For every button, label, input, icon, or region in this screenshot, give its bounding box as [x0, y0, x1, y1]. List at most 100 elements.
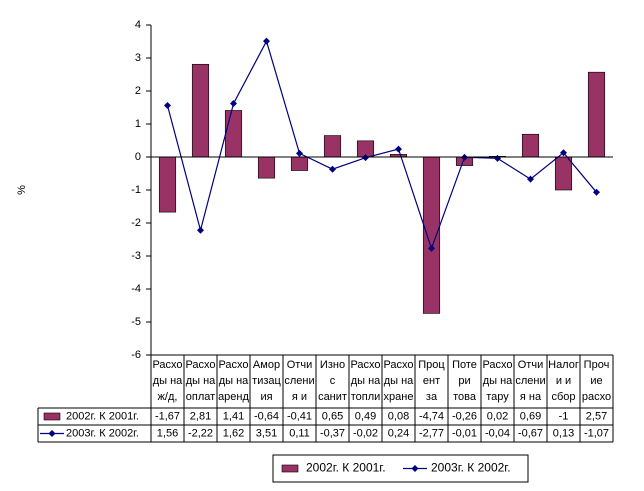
legend-label: 2003г. К 2002г.	[431, 461, 511, 475]
category-label: ды на	[483, 375, 513, 387]
bar	[224, 110, 243, 158]
y-tick-label: 1	[135, 118, 141, 130]
category-label: ж/д,	[158, 391, 178, 403]
category-label: хране	[384, 391, 414, 403]
legend-box	[272, 454, 529, 483]
bar	[521, 133, 540, 158]
marker	[527, 175, 534, 183]
category-label: слени	[284, 375, 314, 387]
table-value: -0,04	[485, 427, 510, 439]
category-label: Расхо	[383, 359, 413, 371]
marker	[494, 154, 501, 162]
category-label: с	[330, 375, 336, 387]
y-axis-label: %	[16, 185, 28, 195]
marker	[329, 165, 336, 173]
category-label: Расхо	[482, 359, 512, 371]
marker	[230, 100, 237, 108]
y-tick-label: -1	[131, 184, 141, 196]
table-value: 1,62	[223, 427, 244, 439]
category-label: оплат	[186, 391, 215, 403]
marker	[560, 149, 567, 157]
table-value: -2,22	[188, 427, 213, 439]
bar	[290, 156, 309, 171]
table-value: 0,08	[388, 410, 409, 422]
legend-key	[281, 464, 299, 473]
table-value: -0,37	[320, 427, 345, 439]
table-value: -0,67	[518, 427, 543, 439]
category-label: Амор	[253, 359, 280, 371]
table-value: 1,56	[157, 427, 178, 439]
bar	[191, 63, 210, 158]
category-label: тару	[486, 391, 509, 403]
category-label: ри	[458, 375, 470, 387]
category-label: аренд	[218, 391, 249, 403]
category-label: ды на	[153, 375, 183, 387]
table-value: 0,02	[487, 410, 508, 422]
category-label: Отчи	[518, 359, 543, 371]
bar	[587, 71, 606, 158]
category-label: сбор	[551, 391, 575, 403]
table-value: -0,01	[452, 427, 477, 439]
table-key	[48, 430, 56, 437]
category-label: Отчи	[287, 359, 312, 371]
category-label: това	[453, 391, 477, 403]
category-label: Поте	[452, 359, 477, 371]
y-tick-label: -6	[131, 349, 141, 361]
category-label: Проц	[418, 359, 445, 371]
category-label: ды на	[351, 375, 381, 387]
category-label: ия	[260, 391, 272, 403]
category-label: Проч	[584, 359, 610, 371]
y-tick-label: 2	[135, 85, 141, 97]
category-label: слени	[515, 375, 545, 387]
marker	[296, 149, 303, 157]
y-tick-label: -5	[131, 316, 141, 328]
legend-key	[411, 465, 419, 472]
category-label: я и	[292, 391, 307, 403]
category-label: Изно	[320, 359, 345, 371]
category-label: расхо	[582, 391, 611, 403]
table-value: 0,24	[388, 427, 409, 439]
category-label: Налог	[548, 359, 579, 371]
table-value: 0,11	[289, 427, 310, 439]
table-row-header: 2002г. К 2001г.	[66, 410, 139, 422]
bar	[323, 135, 342, 158]
table-value: 0,13	[553, 427, 574, 439]
marker	[197, 226, 204, 234]
category-label: Расхо	[185, 359, 215, 371]
category-label: Расхо	[350, 359, 380, 371]
table-value: 3,51	[256, 427, 277, 439]
category-label: и и	[556, 375, 571, 387]
y-tick-label: -4	[131, 283, 141, 295]
table-value: -4,74	[419, 410, 444, 422]
table-value: -0,64	[254, 410, 279, 422]
table-value: 0,69	[520, 410, 541, 422]
y-tick-label: 4	[135, 19, 141, 31]
table-value: -1,67	[155, 410, 180, 422]
table-value: -2,77	[419, 427, 444, 439]
category-label: ент	[423, 375, 440, 387]
legend-label: 2002г. К 2001г.	[306, 461, 386, 475]
y-tick-label: -3	[131, 250, 141, 262]
bar	[257, 156, 276, 179]
table-row-header: 2003г. К 2002г.	[66, 427, 139, 439]
table-value: 1,41	[223, 410, 244, 422]
table-value: -0,26	[452, 410, 477, 422]
table-value: 0,49	[355, 410, 376, 422]
marker	[428, 244, 435, 252]
marker	[164, 102, 171, 110]
category-label: тизац	[252, 375, 281, 387]
category-label: ды на	[219, 375, 249, 387]
category-label: ие	[590, 375, 602, 387]
line	[166, 39, 597, 251]
y-tick-label: -2	[131, 217, 141, 229]
table-value: -0,02	[353, 427, 378, 439]
marker	[362, 154, 369, 162]
table-key	[43, 412, 61, 421]
bar	[422, 156, 441, 314]
y-tick-label: 3	[135, 52, 141, 64]
category-label: топли	[351, 391, 381, 403]
category-label: санит	[318, 391, 347, 403]
marker	[593, 188, 600, 196]
table-value: -1	[559, 410, 569, 422]
